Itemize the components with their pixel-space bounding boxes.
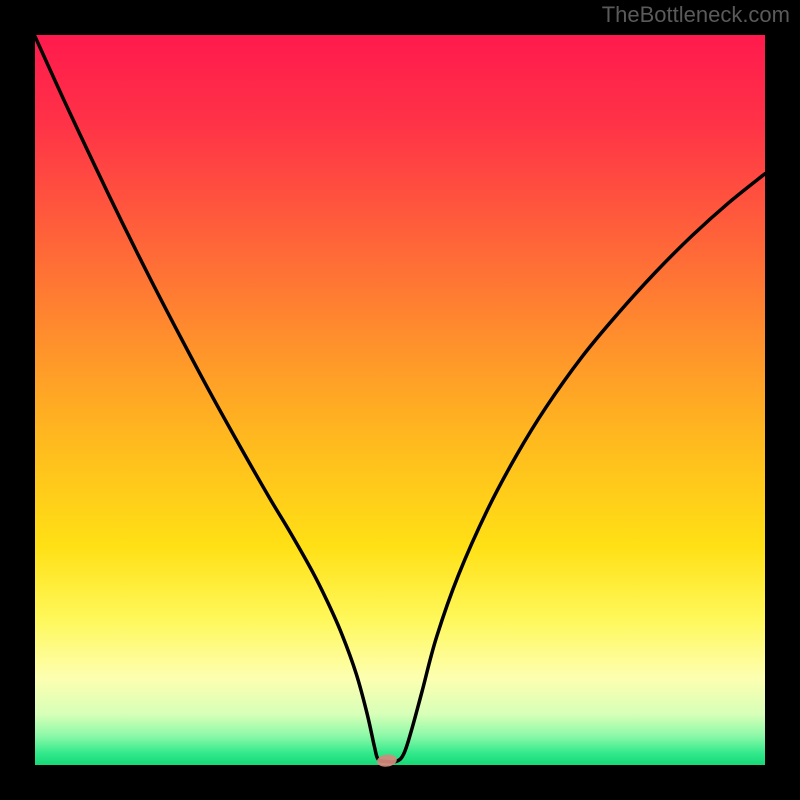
bottleneck-chart [0,0,800,800]
chart-background [35,35,765,765]
chart-container: TheBottleneck.com [0,0,800,800]
watermark-text: TheBottleneck.com [602,2,790,28]
